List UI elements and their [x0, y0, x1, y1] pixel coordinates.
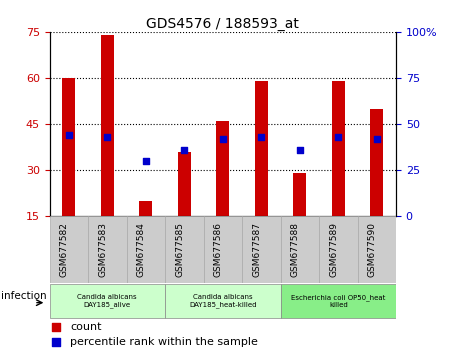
Text: infection: infection	[1, 291, 46, 301]
Bar	[280, 216, 319, 283]
Point	[373, 136, 380, 142]
Point	[53, 340, 60, 346]
Text: GSM677590: GSM677590	[368, 222, 377, 277]
Bar	[332, 81, 345, 216]
Text: Candida albicans
DAY185_alive: Candida albicans DAY185_alive	[77, 294, 137, 308]
Bar	[88, 216, 126, 283]
Point	[258, 134, 265, 139]
Point	[180, 147, 188, 153]
Point	[335, 134, 342, 139]
Bar	[126, 216, 165, 283]
Bar	[62, 78, 76, 216]
Text: GSM677585: GSM677585	[175, 222, 184, 277]
Text: GSM677587: GSM677587	[252, 222, 261, 277]
Text: GSM677582: GSM677582	[60, 222, 69, 277]
Text: Escherichia coli OP50_heat
killed: Escherichia coli OP50_heat killed	[291, 294, 386, 308]
Point	[142, 158, 149, 164]
Bar	[255, 81, 268, 216]
Bar	[216, 121, 230, 216]
Text: GSM677586: GSM677586	[214, 222, 223, 277]
Bar	[177, 152, 191, 216]
Bar	[319, 216, 357, 283]
Text: percentile rank within the sample: percentile rank within the sample	[70, 337, 258, 348]
Bar	[370, 109, 383, 216]
Point	[104, 134, 111, 139]
Title: GDS4576 / 188593_at: GDS4576 / 188593_at	[146, 17, 299, 31]
Text: GSM677583: GSM677583	[98, 222, 107, 277]
Text: GSM677588: GSM677588	[291, 222, 300, 277]
Point	[219, 136, 226, 142]
Bar	[203, 216, 242, 283]
Point	[296, 147, 303, 153]
Text: GSM677584: GSM677584	[137, 222, 146, 277]
Point	[53, 324, 60, 329]
Point	[65, 132, 72, 138]
Text: GSM677589: GSM677589	[329, 222, 338, 277]
Bar	[50, 284, 165, 318]
Text: Candida albicans
DAY185_heat-killed: Candida albicans DAY185_heat-killed	[189, 294, 256, 308]
Bar	[100, 35, 114, 216]
Bar	[165, 284, 280, 318]
Bar	[293, 173, 306, 216]
Bar	[280, 284, 396, 318]
Bar	[165, 216, 203, 283]
Text: count: count	[70, 321, 102, 332]
Bar	[242, 216, 280, 283]
Bar	[357, 216, 396, 283]
Bar	[139, 201, 153, 216]
Bar	[50, 216, 88, 283]
